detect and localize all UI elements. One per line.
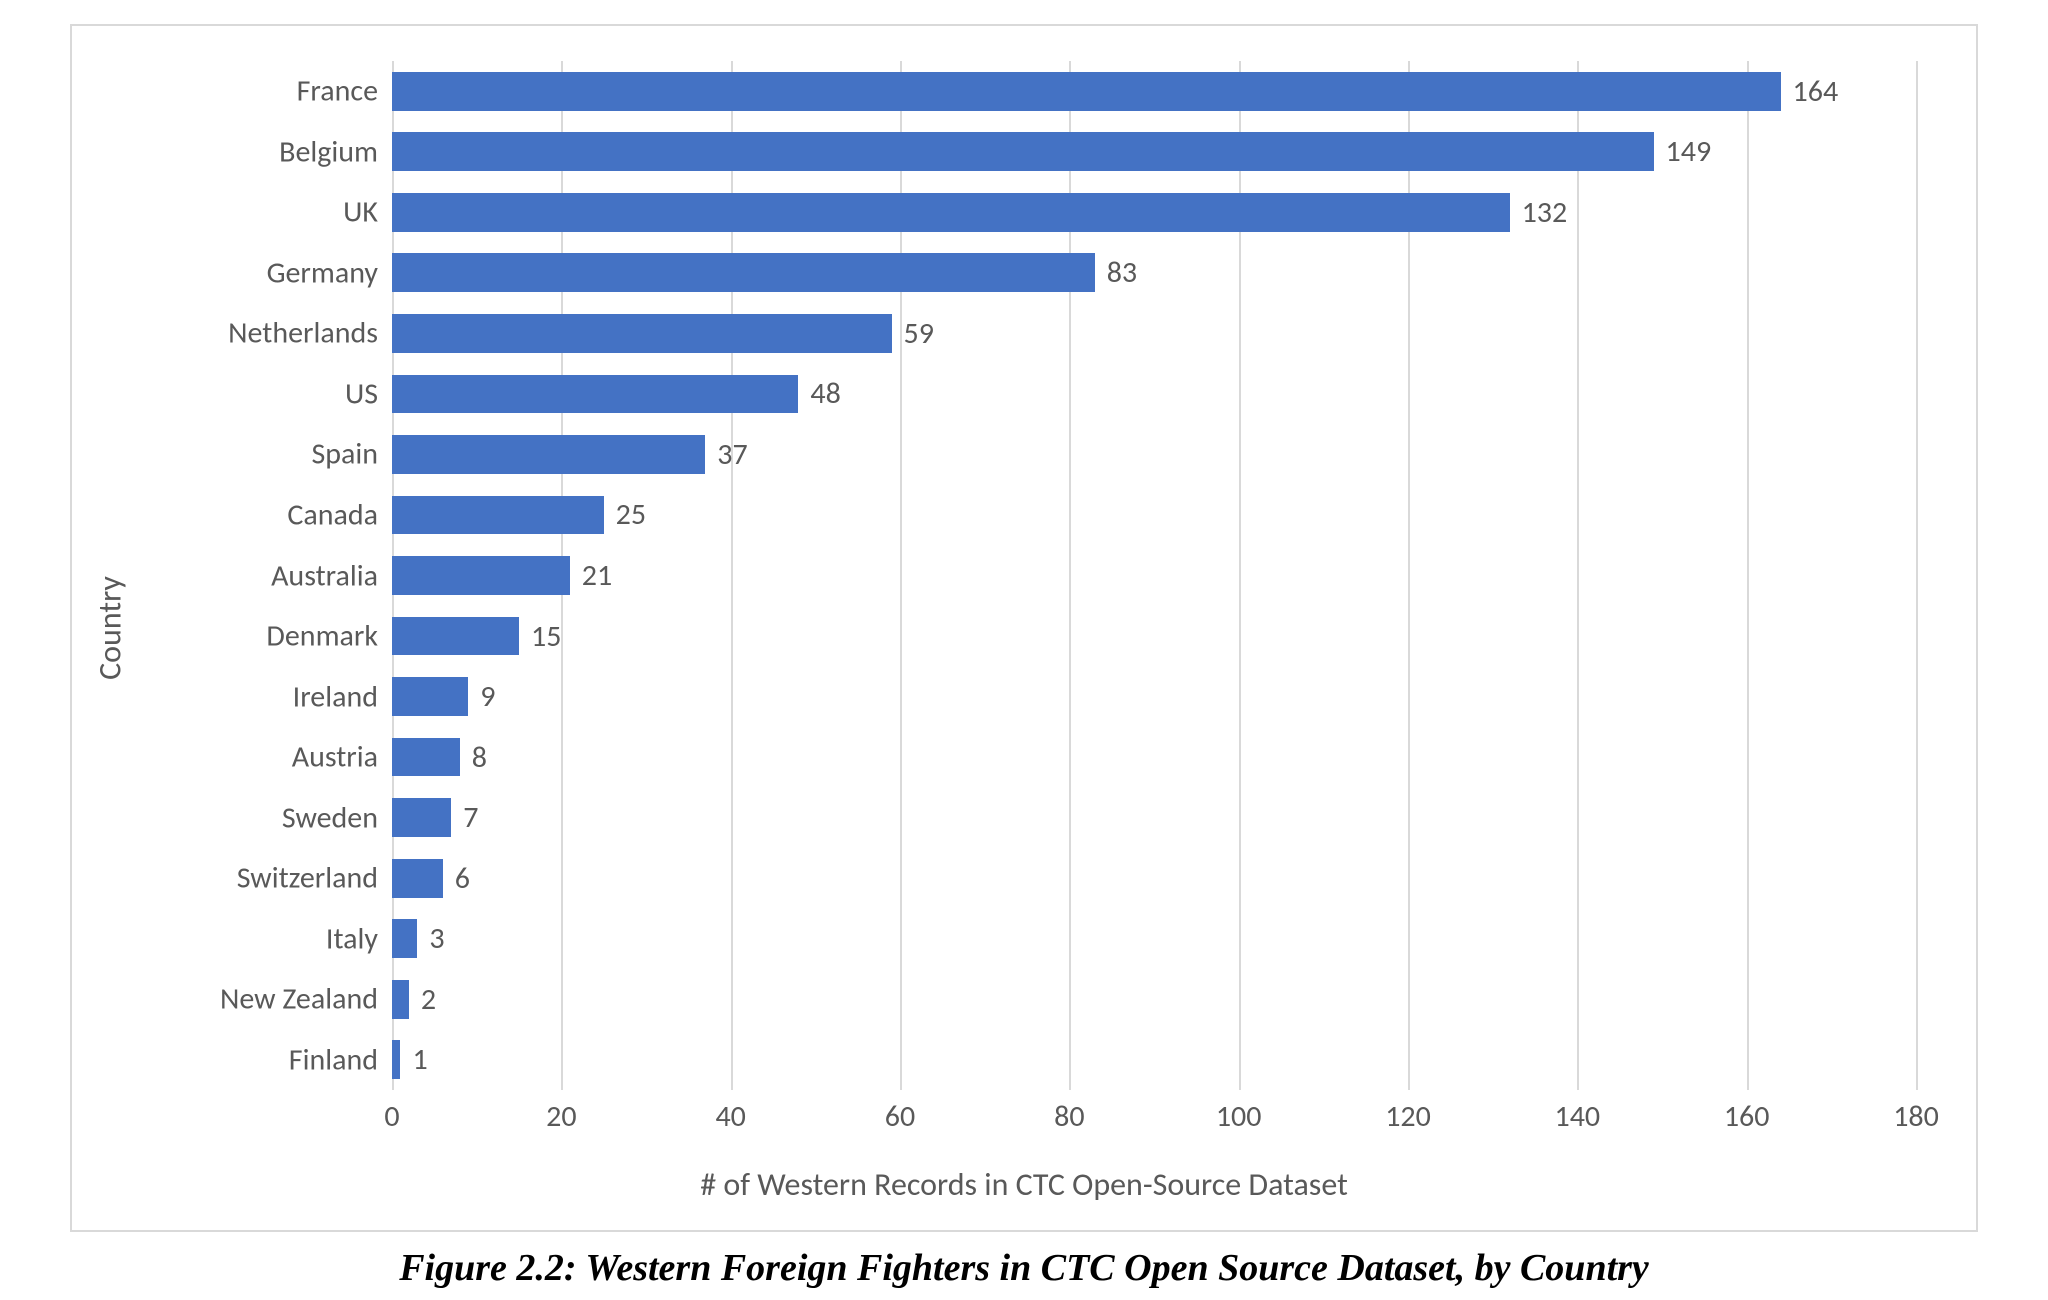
bar-value-label: 48 bbox=[810, 375, 840, 412]
x-tick-label: 20 bbox=[546, 1098, 576, 1135]
bar-row: Australia21 bbox=[392, 545, 1916, 606]
category-label: Austria bbox=[292, 739, 392, 776]
x-tick-label: 80 bbox=[1054, 1098, 1084, 1135]
gridline bbox=[1916, 61, 1918, 1090]
category-label: Ireland bbox=[293, 678, 392, 715]
bar-row: Austria8 bbox=[392, 727, 1916, 788]
bar bbox=[392, 738, 460, 777]
bar bbox=[392, 314, 892, 353]
bar-value-label: 3 bbox=[429, 920, 444, 957]
category-label: Belgium bbox=[279, 133, 392, 170]
bar-value-label: 37 bbox=[717, 436, 747, 473]
bar bbox=[392, 556, 570, 595]
bar bbox=[392, 980, 409, 1019]
x-tick-label: 0 bbox=[384, 1098, 399, 1135]
bar-value-label: 132 bbox=[1522, 194, 1568, 231]
bar-value-label: 21 bbox=[582, 557, 612, 594]
x-tick-label: 140 bbox=[1555, 1098, 1601, 1135]
bar bbox=[392, 435, 705, 474]
category-label: Finland bbox=[289, 1041, 392, 1078]
figure-caption: Figure 2.2: Western Foreign Fighters in … bbox=[70, 1246, 1978, 1290]
x-tick-label: 60 bbox=[885, 1098, 915, 1135]
bar-value-label: 149 bbox=[1666, 133, 1712, 170]
x-tick-label: 40 bbox=[715, 1098, 745, 1135]
bars-container: France164Belgium149UK132Germany83Netherl… bbox=[392, 61, 1916, 1090]
bar-value-label: 9 bbox=[480, 678, 495, 715]
bar-row: Denmark15 bbox=[392, 606, 1916, 667]
bar-value-label: 15 bbox=[531, 618, 561, 655]
bar bbox=[392, 132, 1654, 171]
bar-value-label: 59 bbox=[904, 315, 934, 352]
bar bbox=[392, 375, 798, 414]
bar-row: US48 bbox=[392, 364, 1916, 425]
bar-row: Ireland9 bbox=[392, 666, 1916, 727]
x-axis-title: # of Western Records in CTC Open-Source … bbox=[72, 1165, 1976, 1204]
bar bbox=[392, 496, 604, 535]
category-label: Switzerland bbox=[237, 860, 392, 897]
bar-value-label: 2 bbox=[421, 981, 436, 1018]
bar-row: Canada25 bbox=[392, 485, 1916, 546]
bar-value-label: 7 bbox=[463, 799, 478, 836]
bar bbox=[392, 193, 1510, 232]
chart-frame: Country 020406080100120140160180 France1… bbox=[70, 24, 1978, 1232]
x-tick-label: 120 bbox=[1385, 1098, 1431, 1135]
category-label: Netherlands bbox=[228, 315, 392, 352]
bar-row: Italy3 bbox=[392, 908, 1916, 969]
bar bbox=[392, 253, 1095, 292]
x-tick-label: 180 bbox=[1893, 1098, 1939, 1135]
bar bbox=[392, 1040, 400, 1079]
bar-value-label: 25 bbox=[616, 496, 646, 533]
category-label: Spain bbox=[311, 436, 392, 473]
bar-row: Germany83 bbox=[392, 243, 1916, 304]
bar-value-label: 6 bbox=[455, 860, 470, 897]
category-label: Germany bbox=[267, 254, 392, 291]
bar bbox=[392, 617, 519, 656]
bar-row: New Zealand2 bbox=[392, 969, 1916, 1030]
x-tick-label: 160 bbox=[1724, 1098, 1770, 1135]
bar bbox=[392, 859, 443, 898]
category-label: US bbox=[345, 375, 392, 412]
bar-row: Switzerland6 bbox=[392, 848, 1916, 909]
page: Country 020406080100120140160180 France1… bbox=[0, 0, 2048, 1300]
category-label: New Zealand bbox=[220, 981, 392, 1018]
bar-value-label: 164 bbox=[1793, 73, 1839, 110]
y-axis-title: Country bbox=[91, 576, 130, 680]
x-tick-label: 100 bbox=[1216, 1098, 1262, 1135]
bar-value-label: 8 bbox=[472, 739, 487, 776]
category-label: Denmark bbox=[266, 618, 392, 655]
category-label: UK bbox=[343, 194, 392, 231]
bar-row: Sweden7 bbox=[392, 787, 1916, 848]
category-label: Sweden bbox=[282, 799, 392, 836]
bar-value-label: 1 bbox=[412, 1041, 427, 1078]
bar bbox=[392, 798, 451, 837]
bar bbox=[392, 72, 1781, 111]
category-label: Italy bbox=[326, 920, 392, 957]
bar-row: Belgium149 bbox=[392, 122, 1916, 183]
bar-row: UK132 bbox=[392, 182, 1916, 243]
bar-row: Spain37 bbox=[392, 424, 1916, 485]
bar-row: France164 bbox=[392, 61, 1916, 122]
bar-row: Netherlands59 bbox=[392, 303, 1916, 364]
category-label: Canada bbox=[287, 496, 392, 533]
category-label: Australia bbox=[271, 557, 392, 594]
bar-row: Finland1 bbox=[392, 1030, 1916, 1091]
category-label: France bbox=[297, 73, 392, 110]
plot-area: 020406080100120140160180 France164Belgiu… bbox=[392, 61, 1916, 1090]
bar bbox=[392, 677, 468, 716]
bar bbox=[392, 919, 417, 958]
bar-value-label: 83 bbox=[1107, 254, 1137, 291]
